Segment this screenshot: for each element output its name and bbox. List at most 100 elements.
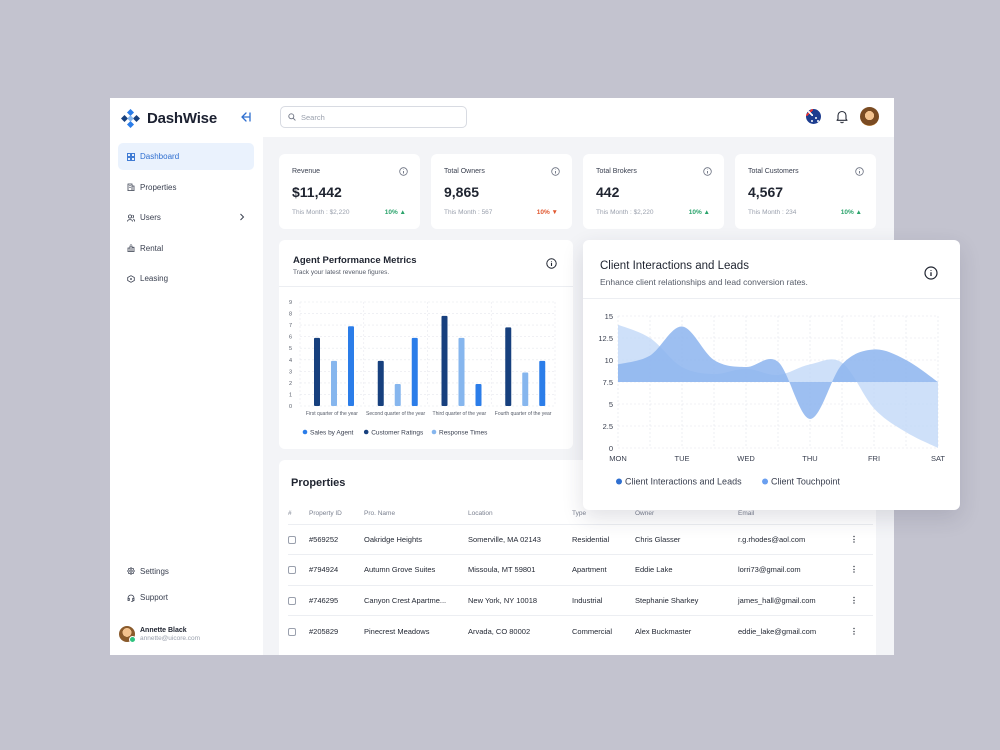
info-icon[interactable] — [924, 266, 938, 280]
x-tick-label: TUE — [675, 454, 690, 463]
cell-type: Apartment — [572, 554, 635, 585]
info-icon[interactable] — [703, 167, 712, 176]
cell-email: r.g.rhodes@aol.com — [738, 523, 850, 555]
sidebar-item-properties[interactable]: Properties — [118, 174, 254, 201]
column-header[interactable]: Type — [572, 510, 587, 518]
cell-property-id: #569252 — [309, 523, 364, 555]
info-icon[interactable] — [855, 167, 864, 176]
sidebar-item-label: Users — [140, 213, 161, 222]
sidebar-item-label: Settings — [140, 566, 169, 576]
bell-icon[interactable] — [835, 109, 849, 124]
legend-label: Response Times — [439, 430, 488, 437]
stat-value: 442 — [596, 184, 620, 200]
table-row[interactable]: #569252 Oakridge Heights Somerville, MA … — [288, 523, 873, 555]
table-row[interactable]: #794924 Autumn Grove Suites Missoula, MT… — [288, 554, 873, 585]
stat-subtext: This Month : 234 — [748, 209, 797, 216]
stat-value: 4,567 — [748, 184, 784, 200]
more-options-icon[interactable]: ⋮ — [850, 565, 858, 575]
info-icon[interactable] — [546, 258, 557, 269]
logo-icon — [121, 108, 140, 128]
grid-icon — [127, 152, 135, 161]
info-icon[interactable] — [399, 167, 408, 176]
search-input[interactable]: Search — [280, 106, 467, 128]
agent-performance-card: Agent Performance Metrics Track your lat… — [279, 240, 573, 449]
legend-label: Client Touchpoint — [771, 477, 840, 487]
row-checkbox[interactable] — [288, 627, 296, 636]
x-tick-label: SAT — [931, 454, 945, 463]
card-divider — [583, 298, 960, 299]
sidebar-bottom-nav: Settings Support — [118, 559, 254, 612]
bar — [441, 315, 448, 406]
column-header[interactable]: Pro. Name — [364, 510, 396, 518]
more-options-icon[interactable]: ⋮ — [850, 595, 858, 605]
y-tick-label: 15 — [605, 312, 613, 321]
bar — [394, 384, 401, 406]
user-profile[interactable]: Annette Black annette@uicore.com — [119, 626, 201, 643]
brand[interactable]: DashWise — [121, 108, 217, 128]
y-tick-label: 7.5 — [603, 378, 613, 387]
column-header[interactable]: Email — [738, 510, 755, 518]
headset-icon — [127, 594, 135, 602]
y-tick-label: 5 — [609, 400, 613, 409]
stat-change: 10% ▲ — [840, 209, 862, 216]
cell-property-id: #794924 — [309, 554, 364, 585]
sidebar-item-label: Support — [140, 593, 169, 602]
bar — [505, 327, 512, 406]
sidebar-item-label: Rental — [140, 243, 164, 253]
users-icon — [127, 213, 135, 222]
cell-location: New York, NY 10018 — [468, 584, 572, 616]
stat-label: Total Brokers — [596, 168, 637, 175]
stat-label: Total Customers — [748, 168, 799, 175]
y-tick-label: 10 — [605, 356, 613, 365]
sidebar-item-users[interactable]: Users — [118, 204, 254, 231]
sidebar-item-leasing[interactable]: Leasing — [118, 265, 254, 292]
y-tick-label: 3 — [289, 369, 292, 375]
table-row[interactable]: #205829 Pinecrest Meadows Arvada, CO 800… — [288, 615, 873, 646]
column-header[interactable]: Property ID — [309, 510, 342, 518]
sidebar-item-rental[interactable]: Rental — [118, 235, 254, 262]
column-header[interactable]: Owner — [635, 510, 655, 518]
collapse-sidebar-icon[interactable] — [238, 110, 252, 124]
gear-icon — [127, 567, 135, 575]
cell-type: Commercial — [572, 615, 635, 646]
column-header[interactable]: Location — [468, 510, 493, 518]
header-avatar[interactable] — [860, 107, 879, 126]
bar — [411, 337, 418, 406]
language-flag-icon[interactable] — [806, 109, 821, 124]
table-row[interactable]: #746295 Canyon Crest Apartme... New York… — [288, 584, 873, 616]
sidebar-item-dashboard[interactable]: Dashboard — [118, 143, 254, 170]
card-title: Agent Performance Metrics — [293, 255, 417, 266]
x-tick-label: FRI — [868, 454, 880, 463]
user-name: Annette Black — [140, 626, 187, 634]
info-icon[interactable] — [551, 167, 560, 176]
card-divider — [279, 286, 573, 287]
row-checkbox[interactable] — [288, 596, 296, 605]
properties-table: # Property ID Pro. Name Location Type Ow… — [288, 504, 873, 646]
row-checkbox[interactable] — [288, 566, 296, 575]
stat-card-total-brokers: Total Brokers 442 This Month : $2,220 10… — [583, 154, 724, 229]
legend-marker — [363, 429, 369, 435]
cell-owner: Stephanie Sharkey — [635, 584, 738, 616]
sidebar-item-label: Properties — [140, 182, 177, 192]
stat-value: 9,865 — [444, 184, 480, 200]
area-series — [618, 326, 938, 419]
sidebar-item-settings[interactable]: Settings — [118, 559, 254, 583]
bar — [331, 360, 337, 406]
cell-location: Somerville, MA 02143 — [468, 523, 572, 555]
column-header: # — [288, 510, 292, 518]
cell-email: eddie_lake@gmail.com — [738, 615, 850, 646]
card-title: Client Interactions and Leads — [600, 260, 749, 272]
cell-property-name: Oakridge Heights — [364, 523, 468, 555]
y-tick-label: 9 — [289, 300, 292, 306]
cell-location: Arvada, CO 80002 — [468, 615, 572, 646]
user-email: annette@uicore.com — [140, 634, 201, 642]
top-header: Search — [263, 98, 894, 137]
legend-marker — [302, 429, 308, 435]
more-options-icon[interactable]: ⋮ — [850, 626, 858, 636]
stat-subtext: This Month : $2,220 — [596, 209, 654, 216]
sidebar-item-support[interactable]: Support — [118, 586, 254, 610]
row-checkbox[interactable] — [288, 535, 296, 544]
more-options-icon[interactable]: ⋮ — [850, 534, 858, 544]
area-series — [618, 324, 938, 448]
sidebar-item-label: Dashboard — [140, 152, 180, 161]
